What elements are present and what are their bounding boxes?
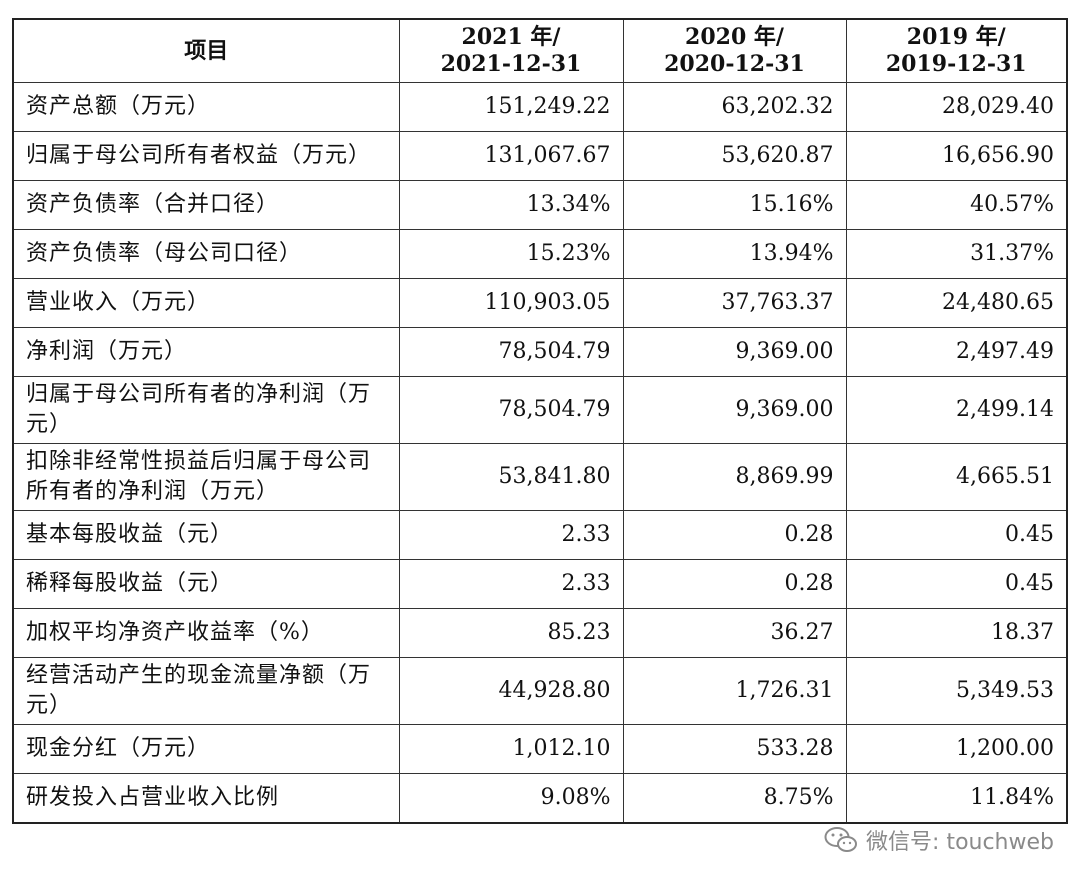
row-value: 8,869.99 xyxy=(622,443,847,511)
table-row: 归属于母公司所有者权益（万元） 131,067.67 53,620.87 16,656… xyxy=(12,131,1068,181)
row-value: 1,726.31 xyxy=(622,657,847,725)
table-row: 现金分红（万元） 1,012.10 533.28 1,200.00 xyxy=(12,724,1068,774)
row-value: 151,249.22 xyxy=(398,82,624,132)
watermark: 微信号: touchweb xyxy=(824,823,1054,857)
row-value: 533.28 xyxy=(622,724,847,774)
row-value: 0.45 xyxy=(845,559,1068,609)
row-value: 15.16% xyxy=(622,180,847,230)
row-value: 2,499.14 xyxy=(845,376,1068,444)
row-value: 0.45 xyxy=(845,510,1068,560)
row-value: 0.28 xyxy=(622,559,847,609)
row-label: 资产总额（万元） xyxy=(12,82,400,132)
row-value: 4,665.51 xyxy=(845,443,1068,511)
row-label: 扣除非经常性损益后归属于母公司所有者的净利润（万元） xyxy=(12,443,400,511)
row-value: 13.94% xyxy=(622,229,847,279)
table-row: 研发投入占营业收入比例 9.08% 8.75% 11.84% xyxy=(12,773,1068,824)
row-label: 研发投入占营业收入比例 xyxy=(12,773,400,824)
row-label: 经营活动产生的现金流量净额（万元） xyxy=(12,657,400,725)
row-value: 78,504.79 xyxy=(398,327,624,377)
row-label: 基本每股收益（元） xyxy=(12,510,400,560)
row-label: 营业收入（万元） xyxy=(12,278,400,328)
table-body: 资产总额（万元） 151,249.22 63,202.32 28,029.40 归属于母… xyxy=(12,82,1068,824)
header-item: 项目 xyxy=(12,18,400,83)
row-value: 11.84% xyxy=(845,773,1068,824)
row-label: 稀释每股收益（元） xyxy=(12,559,400,609)
row-label: 归属于母公司所有者的净利润（万元） xyxy=(12,376,400,444)
table-row: 扣除非经常性损益后归属于母公司所有者的净利润（万元） 53,841.80 8,869… xyxy=(12,443,1068,511)
row-value: 31.37% xyxy=(845,229,1068,279)
row-value: 28,029.40 xyxy=(845,82,1068,132)
row-value: 9,369.00 xyxy=(622,327,847,377)
header-2020: 2020 年/2020-12-31 xyxy=(622,18,847,83)
row-value: 16,656.90 xyxy=(845,131,1068,181)
row-value: 131,067.67 xyxy=(398,131,624,181)
table-row: 资产负债率（合并口径） 13.34% 15.16% 40.57% xyxy=(12,180,1068,230)
watermark-text: 微信号: touchweb xyxy=(866,830,1054,855)
table-row: 稀释每股收益（元） 2.33 0.28 0.45 xyxy=(12,559,1068,609)
table-row: 基本每股收益（元） 2.33 0.28 0.45 xyxy=(12,510,1068,560)
row-value: 2,497.49 xyxy=(845,327,1068,377)
row-value: 15.23% xyxy=(398,229,624,279)
row-value: 24,480.65 xyxy=(845,278,1068,328)
table-row: 净利润（万元） 78,504.79 9,369.00 2,497.49 xyxy=(12,327,1068,377)
row-value: 40.57% xyxy=(845,180,1068,230)
row-value: 53,620.87 xyxy=(622,131,847,181)
row-value: 2.33 xyxy=(398,510,624,560)
row-value: 2.33 xyxy=(398,559,624,609)
row-value: 78,504.79 xyxy=(398,376,624,444)
row-value: 13.34% xyxy=(398,180,624,230)
row-label: 现金分红（万元） xyxy=(12,724,400,774)
row-value: 8.75% xyxy=(622,773,847,824)
header-2019: 2019 年/2019-12-31 xyxy=(845,18,1068,83)
financial-table: 项目 2021 年/2021-12-31 2020 年/2020-12-31 2… xyxy=(12,18,1068,824)
row-value: 110,903.05 xyxy=(398,278,624,328)
row-value: 36.27 xyxy=(622,608,847,658)
table-row: 归属于母公司所有者的净利润（万元） 78,504.79 9,369.00 2,499.… xyxy=(12,376,1068,444)
table-row: 加权平均净资产收益率（%） 85.23 36.27 18.37 xyxy=(12,608,1068,658)
row-value: 5,349.53 xyxy=(845,657,1068,725)
row-value: 63,202.32 xyxy=(622,82,847,132)
row-label: 资产负债率（合并口径） xyxy=(12,180,400,230)
row-value: 44,928.80 xyxy=(398,657,624,725)
row-value: 9.08% xyxy=(398,773,624,824)
row-value: 0.28 xyxy=(622,510,847,560)
row-label: 加权平均净资产收益率（%） xyxy=(12,608,400,658)
row-value: 53,841.80 xyxy=(398,443,624,511)
row-value: 1,012.10 xyxy=(398,724,624,774)
table-row: 资产总额（万元） 151,249.22 63,202.32 28,029.40 xyxy=(12,82,1068,132)
table-row: 经营活动产生的现金流量净额（万元） 44,928.80 1,726.31 5,349.… xyxy=(12,657,1068,725)
header-row: 项目 2021 年/2021-12-31 2020 年/2020-12-31 2… xyxy=(12,18,1068,83)
row-label: 资产负债率（母公司口径） xyxy=(12,229,400,279)
wechat-icon xyxy=(824,827,858,852)
row-value: 1,200.00 xyxy=(845,724,1068,774)
row-value: 9,369.00 xyxy=(622,376,847,444)
row-value: 18.37 xyxy=(845,608,1068,658)
row-value: 85.23 xyxy=(398,608,624,658)
table-row: 营业收入（万元） 110,903.05 37,763.37 24,480.65 xyxy=(12,278,1068,328)
row-value: 37,763.37 xyxy=(622,278,847,328)
row-label: 净利润（万元） xyxy=(12,327,400,377)
row-label: 归属于母公司所有者权益（万元） xyxy=(12,131,400,181)
table-row: 资产负债率（母公司口径） 15.23% 13.94% 31.37% xyxy=(12,229,1068,279)
header-2021: 2021 年/2021-12-31 xyxy=(398,18,624,83)
